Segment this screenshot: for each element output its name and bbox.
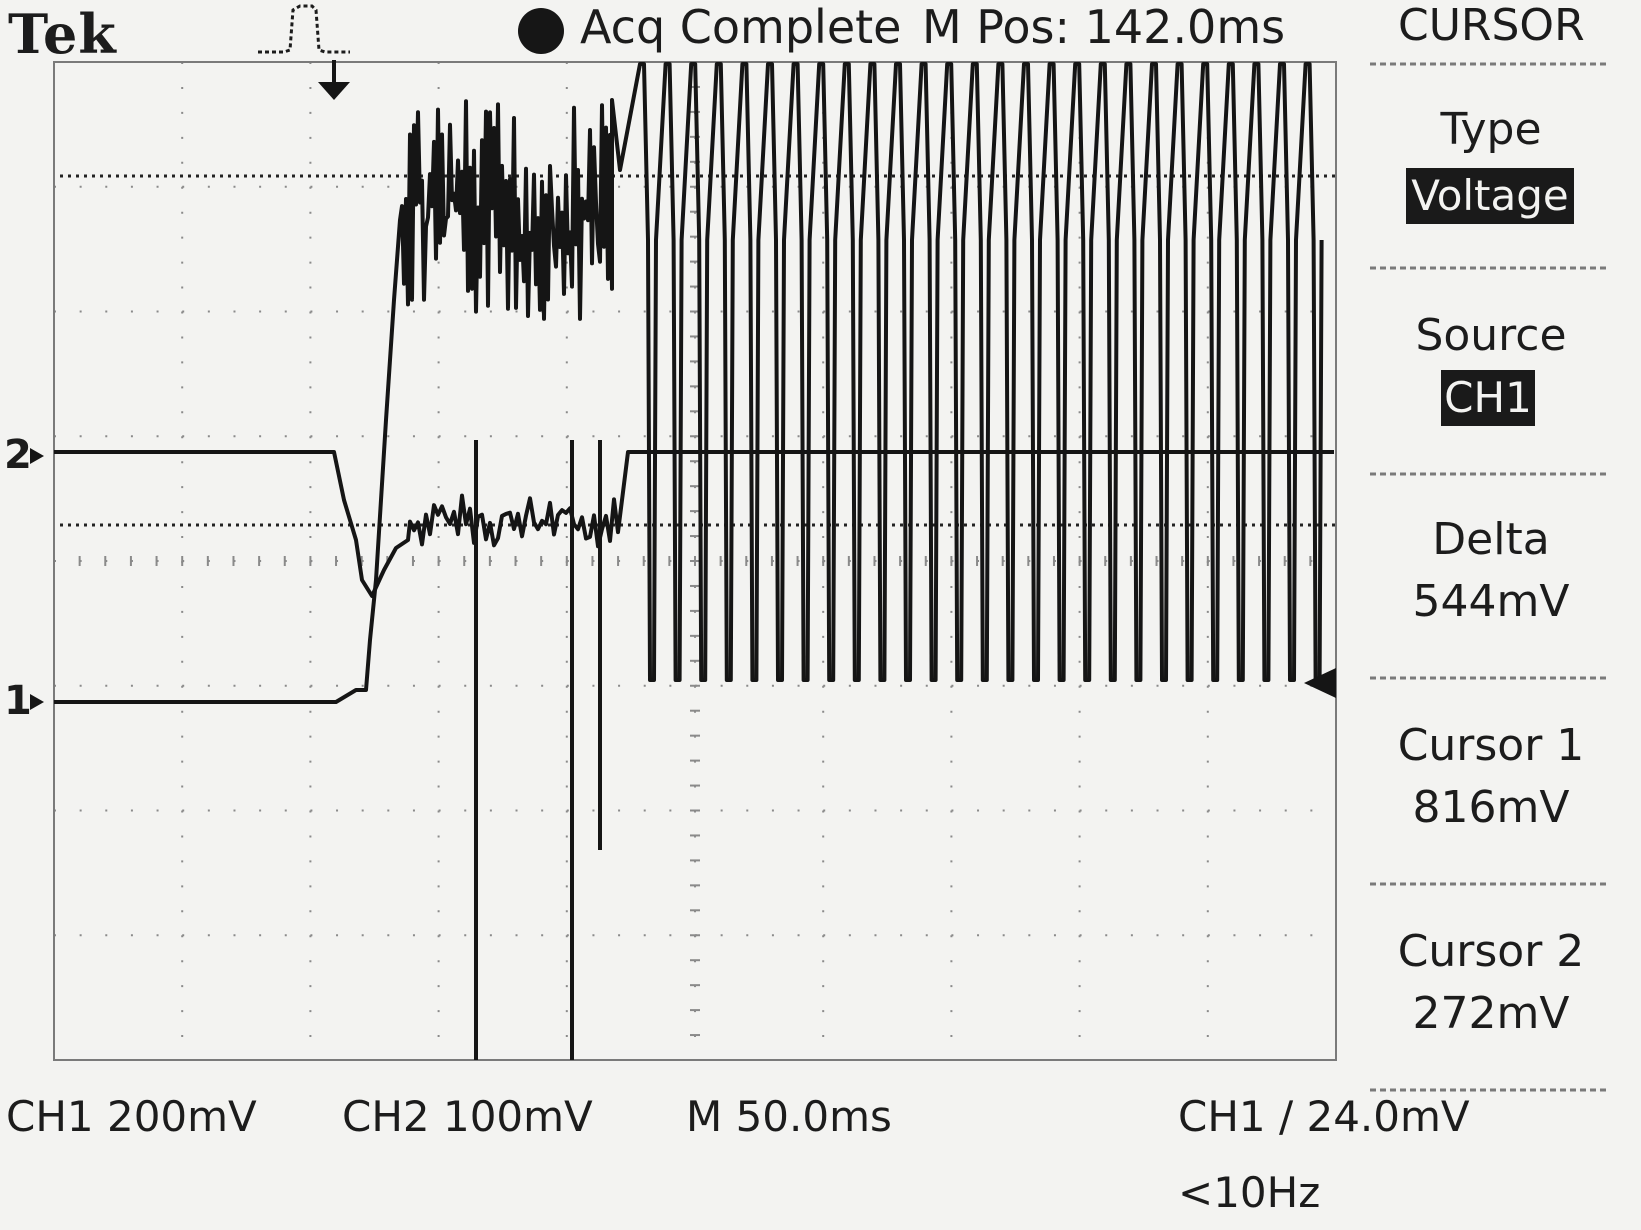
ch2-ground-arrow-icon [30,448,44,464]
ch1-trace [54,62,1324,704]
trigger-frequency: <10Hz [1178,1168,1321,1217]
ch1-scale: CH1 200mV [6,1092,257,1141]
ch1-marker: 1 [4,678,32,724]
source-label: Source [1415,310,1567,361]
acq-status-icon [518,8,564,54]
graticule [53,61,1337,1061]
menu-title: CURSOR [1398,0,1585,51]
ch2-trace [54,450,1334,598]
cursor1-label: Cursor 1 [1397,720,1585,771]
cursor2-label: Cursor 2 [1397,926,1585,977]
waveform-traces [54,62,1334,1060]
ch2-marker: 2 [4,432,32,478]
delta-label: Delta [1432,514,1550,565]
m-pos-readout: M Pos: 142.0ms [922,0,1286,54]
ch1-ground-arrow-icon [30,694,44,710]
trigger-level-icon [1304,668,1336,698]
timebase: M 50.0ms [686,1092,892,1141]
pulse-trigger-icon [258,4,350,54]
tek-logo: Tek [8,2,117,66]
trigger-position-icon [318,60,350,100]
cursor2-value: 272mV [1412,988,1570,1039]
type-label: Type [1440,104,1542,155]
acq-status: Acq Complete [580,0,902,54]
source-value: CH1 [1441,370,1535,426]
delta-value: 544mV [1412,576,1570,627]
cursor1-value: 816mV [1412,782,1570,833]
ch2-scale: CH2 100mV [342,1092,593,1141]
type-value: Voltage [1406,168,1574,224]
trigger-readout: CH1 ∕ 24.0mV [1178,1092,1470,1141]
